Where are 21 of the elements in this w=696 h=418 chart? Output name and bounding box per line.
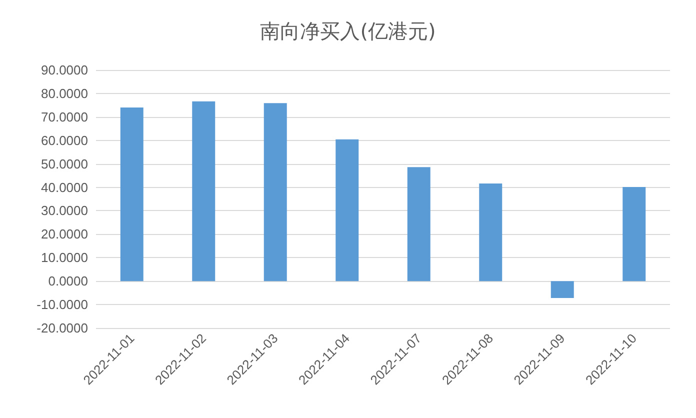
y-tick-label: 10.0000 <box>41 250 88 266</box>
y-tick-label: -20.0000 <box>36 320 88 336</box>
y-tick-label: 80.0000 <box>41 86 88 101</box>
bar <box>622 187 646 282</box>
y-tick-label: 0.0000 <box>48 274 88 289</box>
bar <box>120 108 144 282</box>
bar <box>407 167 430 282</box>
bar <box>264 103 287 282</box>
y-tick-label: 40.0000 <box>41 180 88 195</box>
bar <box>336 139 359 282</box>
bar <box>192 101 216 282</box>
chart-title: 南向净买入(亿港元) <box>260 19 436 43</box>
y-tick-label: 20.0000 <box>41 226 88 242</box>
y-tick-label: 30.0000 <box>41 203 88 218</box>
y-tick-label: 50.0000 <box>41 156 88 172</box>
bar <box>479 184 502 282</box>
y-tick-label: 90.0000 <box>41 62 88 78</box>
y-tick-label: 70.0000 <box>41 109 88 124</box>
y-tick-label: 60.0000 <box>41 132 88 148</box>
y-tick-label: -10.0000 <box>36 297 88 312</box>
bar <box>550 281 574 298</box>
